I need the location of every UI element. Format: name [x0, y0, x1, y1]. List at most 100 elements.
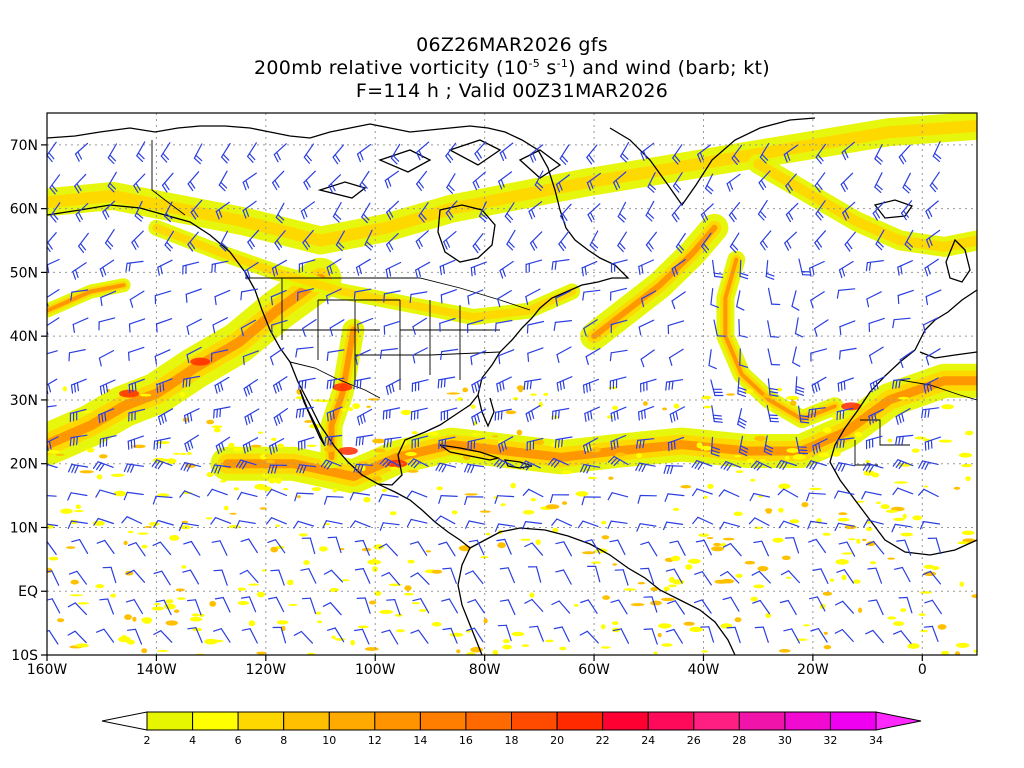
- vorticity-speckle: [698, 533, 710, 537]
- wind-barb-shaft: [381, 493, 399, 498]
- lat-tick-label: 30N: [10, 393, 38, 409]
- wind-barb-flag: [133, 438, 136, 448]
- vorticity-speckle: [47, 450, 61, 454]
- wind-barb-flag: [438, 463, 444, 472]
- wind-barb-flag: [522, 488, 530, 496]
- wind-barb-flag: [302, 464, 307, 474]
- vorticity-speckle: [259, 507, 267, 510]
- vorticity-speckle: [211, 425, 223, 429]
- wind-barb-flag: [358, 265, 362, 275]
- wind-barb-shaft: [467, 289, 484, 297]
- wind-barb: [271, 319, 288, 334]
- wind-barb: [640, 142, 655, 161]
- wind-barb-flag: [41, 464, 45, 471]
- wind-barb-flag: [109, 182, 117, 190]
- vorticity-speckle: [173, 452, 181, 455]
- wind-barb-flag: [551, 518, 558, 526]
- wind-barb-flag: [691, 460, 698, 468]
- wind-barb-flag: [795, 385, 805, 390]
- wind-barb-shaft: [708, 626, 715, 643]
- wind-barb: [504, 202, 515, 223]
- vorticity-speckle: [516, 385, 525, 391]
- wind-barb-flag: [126, 463, 132, 473]
- wind-barb-flag: [815, 213, 822, 221]
- vorticity-speckle: [902, 513, 907, 519]
- wind-barb-shaft: [157, 519, 174, 526]
- wind-barb-flag: [610, 441, 613, 451]
- wind-barb-flag: [359, 184, 366, 192]
- wind-barb-flag: [839, 438, 842, 449]
- wind-barb: [99, 259, 115, 278]
- wind-barb: [409, 291, 428, 304]
- wind-barb: [155, 318, 173, 333]
- lon-tick-label: 120W: [246, 662, 287, 678]
- colorbar-segment: [192, 711, 239, 731]
- wind-barb: [335, 230, 345, 252]
- vorticity-speckle: [311, 487, 322, 492]
- wind-barb-shaft: [51, 598, 61, 614]
- vorticity-speckle: [347, 407, 354, 412]
- wind-barb-flag: [68, 570, 78, 575]
- wind-barb-flag: [75, 213, 81, 223]
- wind-barb-shaft: [47, 317, 60, 327]
- vorticity-speckle: [75, 643, 89, 648]
- wind-barb: [297, 436, 315, 451]
- wind-barb-flag: [895, 416, 899, 425]
- vorticity-speckle: [754, 435, 767, 441]
- wind-barb-shaft: [558, 600, 571, 614]
- wind-barb-flag: [897, 294, 900, 305]
- wind-barb-flag: [269, 356, 274, 366]
- coast-hispaniola: [503, 459, 533, 469]
- wind-barb: [579, 463, 601, 474]
- wind-barbs: [41, 141, 942, 645]
- vorticity-speckle: [148, 521, 160, 526]
- wind-barb-flag: [674, 182, 682, 190]
- wind-barb: [559, 203, 572, 224]
- wind-barb-flag: [810, 627, 820, 632]
- vorticity-speckle: [808, 487, 823, 490]
- colorbar-level-label: 6: [235, 734, 242, 747]
- wind-barb: [154, 349, 171, 365]
- wind-barb: [92, 461, 114, 472]
- vorticity-speckle: [510, 482, 516, 489]
- wind-barb-flag: [737, 393, 747, 397]
- wind-barb-shaft: [561, 626, 570, 643]
- wind-barb-shaft: [872, 629, 884, 644]
- wind-barb: [438, 436, 456, 450]
- vorticity-speckle: [372, 438, 386, 444]
- vorticity-speckle: [206, 471, 214, 478]
- wind-barb-flag: [379, 522, 384, 531]
- wind-barb-shaft: [98, 350, 115, 359]
- wind-barb: [493, 458, 515, 469]
- wind-barb: [521, 520, 543, 530]
- wind-barb-shaft: [74, 630, 87, 644]
- wind-barb-shaft: [246, 569, 259, 584]
- wind-barb-shaft: [134, 628, 143, 645]
- coast-central-america: [377, 483, 471, 549]
- wind-barb: [47, 540, 57, 556]
- wind-barb-flag: [668, 381, 671, 391]
- wind-barb-shaft: [411, 490, 428, 498]
- wind-barb: [273, 408, 288, 426]
- wind-barb: [441, 598, 458, 614]
- wind-barb-flag: [529, 154, 534, 163]
- vorticity-speckle: [176, 597, 186, 600]
- wind-barb-flag: [365, 241, 374, 248]
- wind-barb-flag: [582, 291, 585, 301]
- wind-barb-flag: [731, 157, 738, 165]
- wind-barb-shaft: [128, 318, 146, 325]
- wind-barb-flag: [607, 455, 615, 463]
- wind-barb-flag: [272, 182, 278, 191]
- wind-barb: [68, 570, 88, 585]
- wind-barb-flag: [301, 380, 304, 390]
- wind-barb-flag: [382, 459, 389, 467]
- wind-barb-flag: [895, 379, 898, 389]
- vorticity-speckle: [405, 452, 417, 456]
- wind-barb-flag: [276, 239, 283, 248]
- wind-barb: [891, 378, 911, 389]
- wind-barb: [385, 378, 402, 396]
- wind-barb-flag: [301, 597, 311, 600]
- wind-barb-flag: [711, 446, 721, 451]
- wind-barb-flag: [522, 461, 530, 470]
- wind-barb-flag: [615, 179, 621, 189]
